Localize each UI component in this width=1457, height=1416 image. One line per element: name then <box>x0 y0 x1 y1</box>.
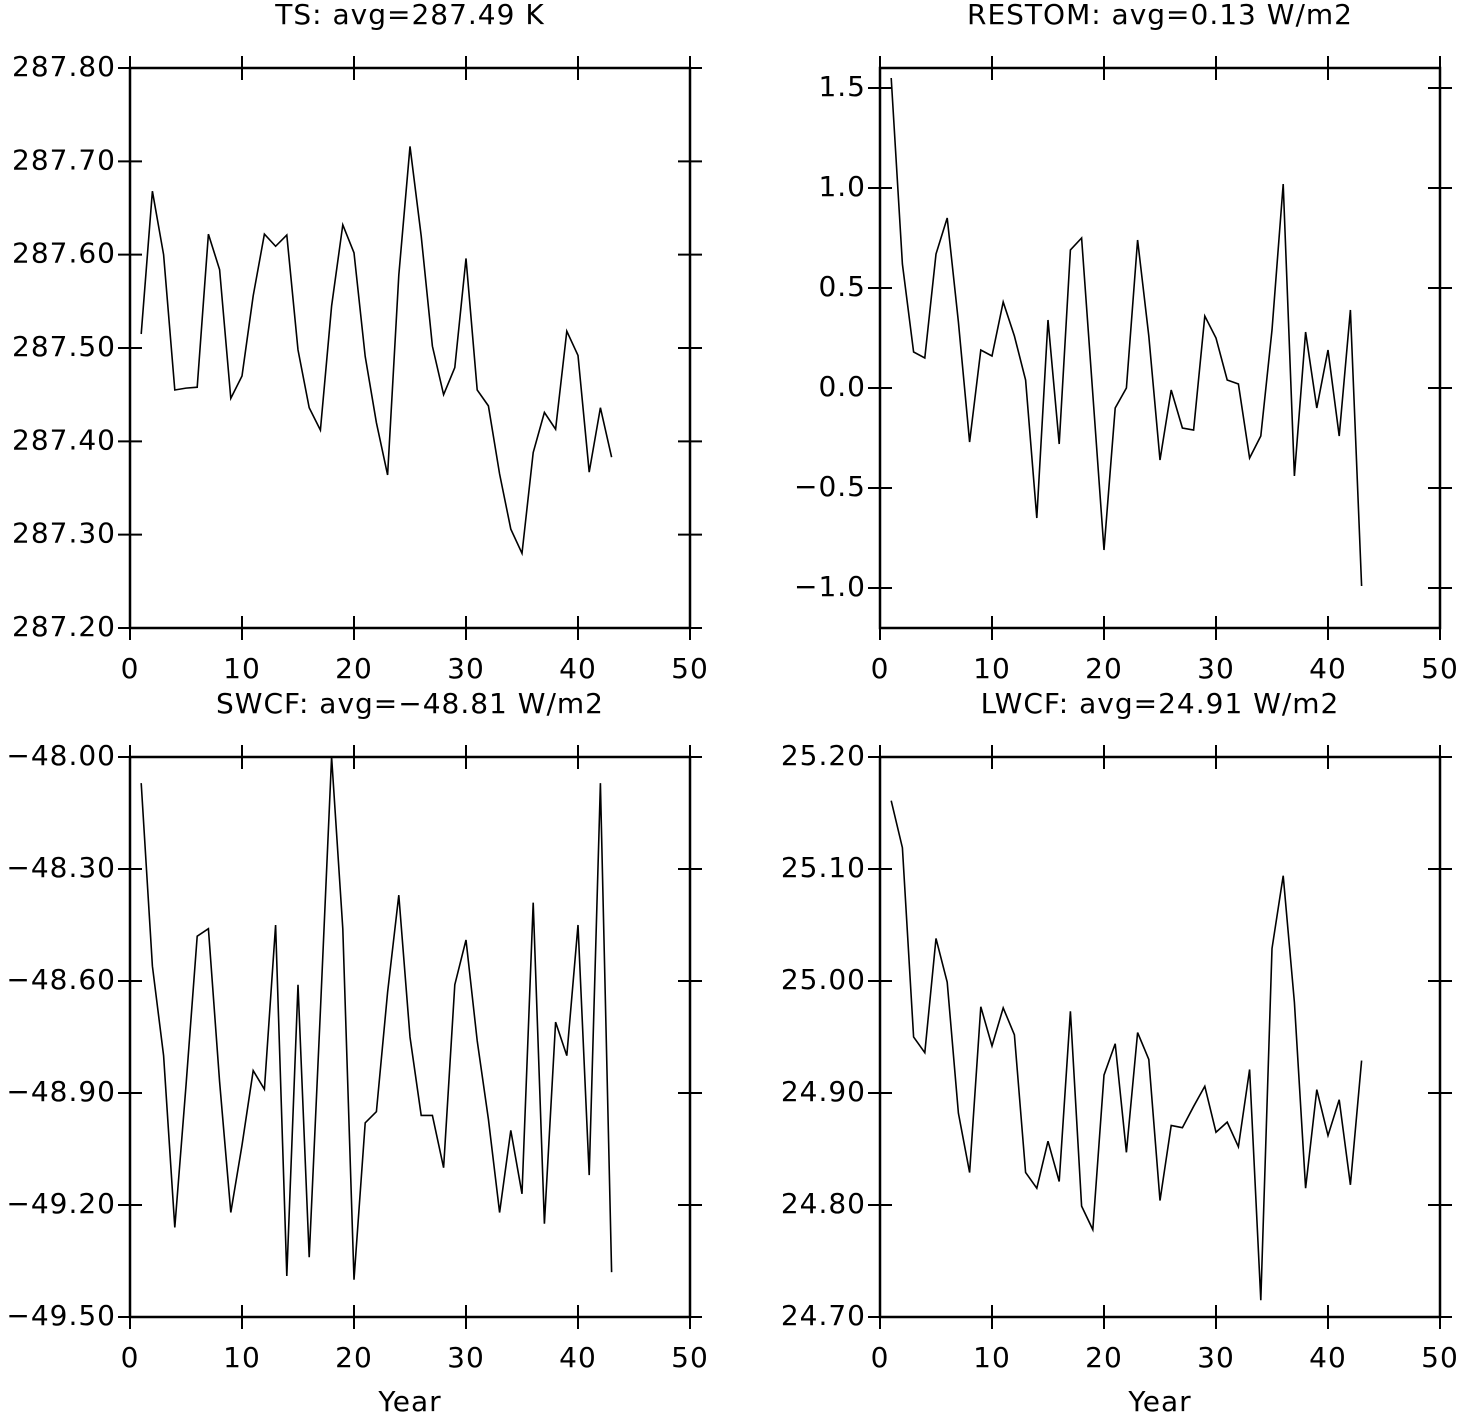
y-tick-label: 1.0 <box>818 170 866 203</box>
x-tick-label: 10 <box>973 1341 1011 1374</box>
y-tick-label: −49.20 <box>6 1187 116 1220</box>
y-tick-label: −0.5 <box>794 470 866 503</box>
x-tick-label: 30 <box>1197 1341 1235 1374</box>
x-tick-label: 0 <box>871 1341 890 1374</box>
x-tick-label: 50 <box>671 1341 709 1374</box>
y-tick-label: 287.40 <box>12 423 116 456</box>
plot-frame <box>128 66 692 630</box>
x-axis-label: Year <box>1127 1385 1191 1416</box>
panel: TS: avg=287.49 K 287.20 287.30 287.40 287.50… <box>12 0 709 685</box>
data-line <box>140 146 613 557</box>
panel-title: RESTOM: avg=0.13 W/m2 <box>967 0 1353 31</box>
panel-title: SWCF: avg=−48.81 W/m2 <box>216 687 604 720</box>
y-tick-label: 0.5 <box>818 270 866 303</box>
y-tick-label: 24.70 <box>781 1299 866 1332</box>
x-tick-label: 30 <box>447 1341 485 1374</box>
y-tick-label: −48.00 <box>6 739 116 772</box>
y-tick-label: 25.10 <box>781 851 866 884</box>
y-tick-label: 287.80 <box>12 50 116 83</box>
x-tick-label: 20 <box>335 1341 373 1374</box>
x-tick-label: 40 <box>1309 1341 1347 1374</box>
x-tick-label: 0 <box>121 652 140 685</box>
y-tick-label: −49.50 <box>6 1299 116 1332</box>
y-tick-label: −1.0 <box>794 570 866 603</box>
data-line <box>890 77 1363 587</box>
x-tick-label: 40 <box>1309 652 1347 685</box>
x-tick-label: 30 <box>447 652 485 685</box>
y-tick-label: 0.0 <box>818 370 866 403</box>
x-tick-label: 20 <box>335 652 373 685</box>
x-tick-label: 0 <box>121 1341 140 1374</box>
x-tick-label: 10 <box>223 652 261 685</box>
y-tick-label: 287.20 <box>12 610 116 643</box>
panel: SWCF: avg=−48.81 W/m2 −49.50 −49.20 −48.90 −… <box>6 687 709 1416</box>
y-tick-label: −48.90 <box>6 1075 116 1108</box>
x-axis-label: Year <box>377 1385 441 1416</box>
y-tick-label: −48.60 <box>6 963 116 996</box>
y-tick-label: 24.80 <box>781 1187 866 1220</box>
y-tick-label: 287.30 <box>12 517 116 550</box>
x-tick-label: 40 <box>559 1341 597 1374</box>
panel-title: TS: avg=287.49 K <box>274 0 544 31</box>
y-tick-label: 25.20 <box>781 739 866 772</box>
y-tick-label: 1.5 <box>818 70 866 103</box>
y-tick-label: 25.00 <box>781 963 866 996</box>
y-tick-label: 287.70 <box>12 143 116 176</box>
data-line <box>890 800 1363 1301</box>
plot-frame <box>128 755 692 1319</box>
y-tick-label: 287.50 <box>12 330 116 363</box>
y-tick-label: 287.60 <box>12 237 116 270</box>
x-tick-label: 10 <box>973 652 1011 685</box>
x-tick-label: 40 <box>559 652 597 685</box>
x-tick-label: 50 <box>1421 652 1457 685</box>
x-tick-label: 50 <box>671 652 709 685</box>
y-tick-label: 24.90 <box>781 1075 866 1108</box>
plot-frame <box>878 755 1442 1319</box>
x-tick-label: 0 <box>871 652 890 685</box>
x-tick-label: 50 <box>1421 1341 1457 1374</box>
x-tick-label: 30 <box>1197 652 1235 685</box>
x-tick-label: 20 <box>1085 652 1123 685</box>
panel: RESTOM: avg=0.13 W/m2 −1.0 −0.5 0.0 0.5 1.0 1.… <box>794 0 1457 685</box>
x-tick-label: 10 <box>223 1341 261 1374</box>
plot-frame <box>878 66 1442 630</box>
x-tick-label: 20 <box>1085 1341 1123 1374</box>
y-tick-label: −48.30 <box>6 851 116 884</box>
panel-title: LWCF: avg=24.91 W/m2 <box>981 687 1340 720</box>
data-line <box>140 756 613 1280</box>
panel: LWCF: avg=24.91 W/m2 24.70 24.80 24.90 25.00… <box>781 687 1457 1416</box>
